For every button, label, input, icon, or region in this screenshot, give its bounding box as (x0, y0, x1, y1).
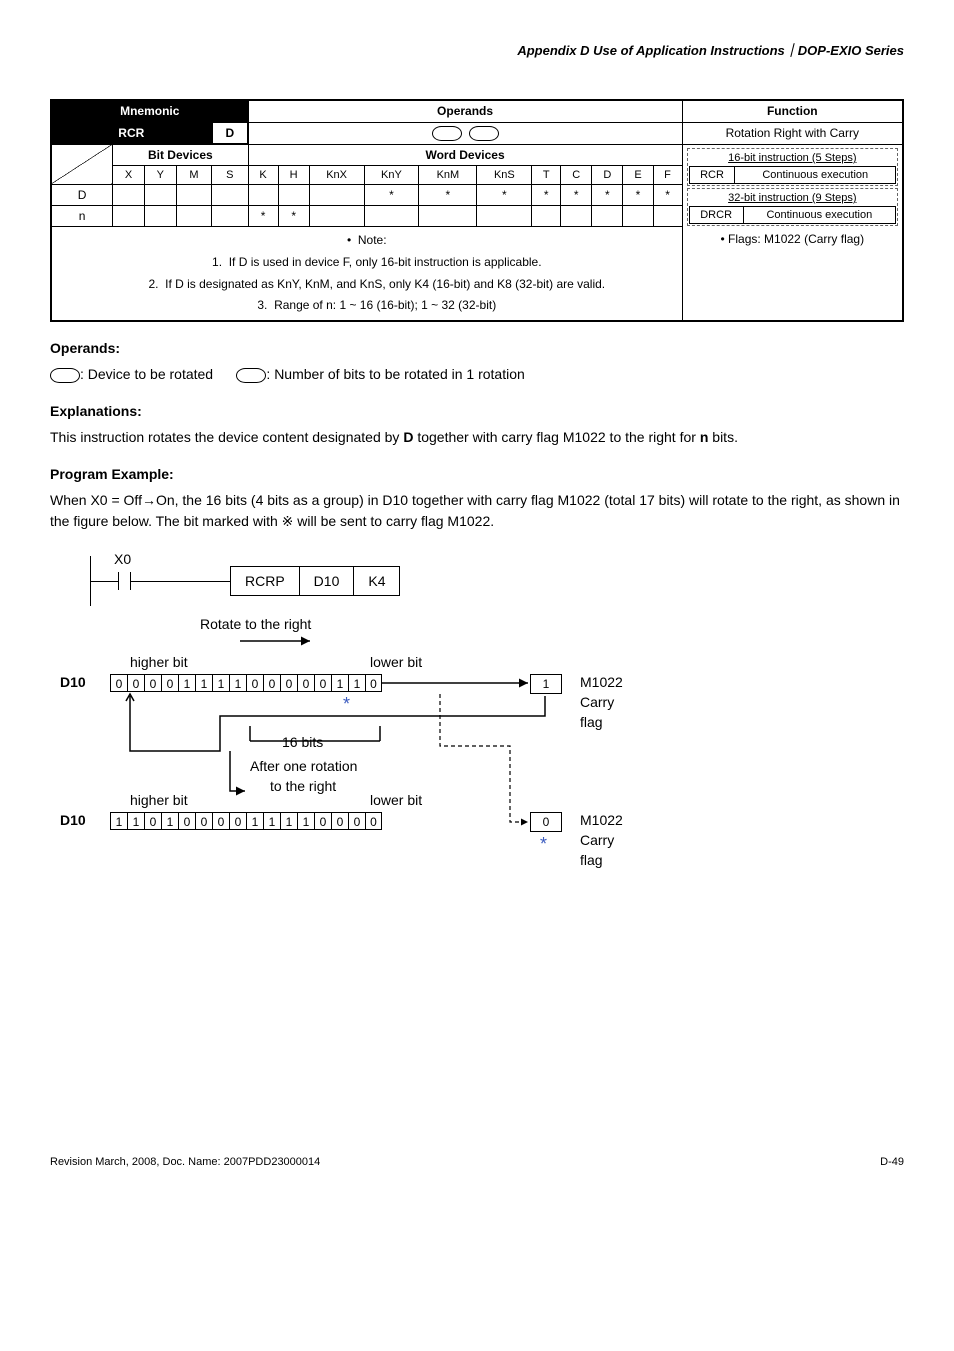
operands-section-head: Operands: (50, 340, 904, 356)
op-d-desc: : Device to be rotated (80, 366, 213, 382)
d-cell: * (561, 185, 592, 206)
note-area: • Note: 1. If D is used in device F, onl… (51, 227, 682, 321)
n-cell (592, 206, 623, 227)
rcr-cell: RCR (51, 122, 212, 144)
col-K: K (248, 166, 278, 185)
program-example-head: Program Example: (50, 466, 904, 482)
row-d-label: D (51, 185, 113, 206)
n-cell (623, 206, 653, 227)
mnemonic-head: Mnemonic (51, 100, 248, 122)
col-E: E (623, 166, 653, 185)
note2: If D is designated as KnY, KnM, and KnS,… (165, 277, 605, 291)
d-cell: * (477, 185, 532, 206)
row-n-label: n (51, 206, 113, 227)
note1: If D is used in device F, only 16-bit in… (229, 255, 542, 269)
steps32: 32-bit instruction (9 Steps) (689, 190, 895, 207)
n-cell (419, 206, 477, 227)
col-H: H (278, 166, 309, 185)
n-cell (144, 206, 176, 227)
col-M: M (176, 166, 211, 185)
col-KnM: KnM (419, 166, 477, 185)
rotation-label: Rotation Right with Carry (682, 122, 903, 144)
n-cell (532, 206, 561, 227)
operands-desc: : Device to be rotated : Number of bits … (50, 364, 904, 385)
footer-right: D-49 (880, 1156, 904, 1168)
word-devices-head: Word Devices (248, 144, 682, 166)
n-cell (653, 206, 682, 227)
n-cell (477, 206, 532, 227)
d-cell (309, 185, 364, 206)
n-cell (176, 206, 211, 227)
col-D: D (592, 166, 623, 185)
d-cell (248, 185, 278, 206)
d-cell: * (653, 185, 682, 206)
flags-text: Flags: M1022 (Carry flag) (728, 232, 864, 246)
function-head: Function (682, 100, 903, 122)
d-cell: * (419, 185, 477, 206)
col-F: F (653, 166, 682, 185)
explanations-head: Explanations: (50, 403, 904, 419)
operand-ellipses (248, 122, 682, 144)
page-footer: Revision March, 2008, Doc. Name: 2007PDD… (50, 1156, 904, 1168)
d-cell (212, 185, 248, 206)
col-KnY: KnY (364, 166, 419, 185)
d-cell: * (364, 185, 419, 206)
d-cell (113, 185, 145, 206)
d-cell: * (623, 185, 653, 206)
timing-diagram: X0 RCRP D10 K4 Rotate to the right highe… (50, 546, 904, 976)
n-cell: * (278, 206, 309, 227)
col-Y: Y (144, 166, 176, 185)
d-cell: * (592, 185, 623, 206)
n-cell (113, 206, 145, 227)
n-cell (561, 206, 592, 227)
d-cell (144, 185, 176, 206)
footer-left: Revision March, 2008, Doc. Name: 2007PDD… (50, 1156, 320, 1168)
instruction-table: Mnemonic Operands Function RCR D Rotatio… (50, 99, 904, 322)
col-KnS: KnS (477, 166, 532, 185)
col-X: X (113, 166, 145, 185)
n-cell (364, 206, 419, 227)
steps16: 16-bit instruction (5 Steps) (689, 150, 895, 167)
drcr-lbl: DRCR (689, 206, 743, 223)
n-cell: * (248, 206, 278, 227)
col-T: T (532, 166, 561, 185)
d-cell (176, 185, 211, 206)
op-n-desc: : Number of bits to be rotated in 1 rota… (266, 366, 524, 382)
page-header: Appendix D Use of Application Instructio… (50, 40, 904, 59)
rcr-lbl: RCR (689, 166, 735, 183)
rcr-cont: Continuous execution (735, 166, 896, 183)
d-box: D (212, 122, 248, 144)
bit-devices-head: Bit Devices (113, 144, 248, 166)
note-head: Note: (358, 233, 387, 247)
d-cell (278, 185, 309, 206)
diag-cell (51, 144, 113, 185)
diagram-arrows (50, 546, 650, 876)
col-KnX: KnX (309, 166, 364, 185)
col-S: S (212, 166, 248, 185)
right-column: 16-bit instruction (5 Steps) RCR Continu… (682, 144, 903, 320)
col-C: C (561, 166, 592, 185)
operands-head: Operands (248, 100, 682, 122)
program-body: When X0 = Off→On, the 16 bits (4 bits as… (50, 490, 904, 532)
note3: Range of n: 1 ~ 16 (16-bit); 1 ~ 32 (32-… (274, 298, 496, 312)
drcr-cont: Continuous execution (743, 206, 895, 223)
d-cell: * (532, 185, 561, 206)
explanation-body: This instruction rotates the device cont… (50, 427, 904, 448)
n-cell (309, 206, 364, 227)
n-cell (212, 206, 248, 227)
